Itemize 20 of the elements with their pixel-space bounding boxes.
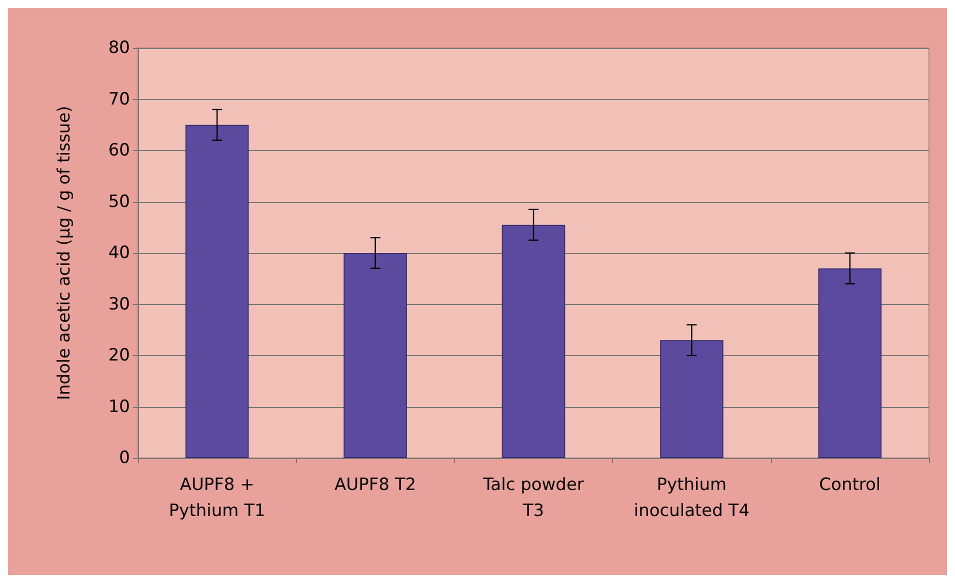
bar bbox=[660, 340, 724, 458]
x-tick-label: Pythium inoculated T4 bbox=[634, 475, 750, 521]
y-tick-label: 70 bbox=[108, 89, 130, 110]
x-tick-label: AUPF8 T2 bbox=[334, 475, 416, 495]
x-tick-label: AUPF8 + Pythium T1 bbox=[168, 475, 266, 521]
y-tick-label: 50 bbox=[108, 192, 130, 212]
y-tick-label: 40 bbox=[108, 243, 130, 263]
y-tick-label: 20 bbox=[108, 346, 130, 366]
y-axis-title: Indole acetic acid (µg / g of tissue) bbox=[54, 106, 74, 400]
y-tick-label: 30 bbox=[108, 294, 130, 314]
bar bbox=[818, 268, 882, 458]
y-tick-label: 0 bbox=[119, 448, 130, 468]
y-tick-label: 10 bbox=[108, 396, 130, 417]
bar bbox=[185, 124, 249, 458]
bar bbox=[344, 253, 407, 458]
bar bbox=[502, 224, 566, 458]
y-tick-label: 80 bbox=[108, 38, 130, 58]
y-tick-label: 60 bbox=[108, 140, 130, 160]
x-tick-label: Control bbox=[819, 475, 881, 495]
x-tick-label: Talc powder T3 bbox=[482, 475, 584, 521]
